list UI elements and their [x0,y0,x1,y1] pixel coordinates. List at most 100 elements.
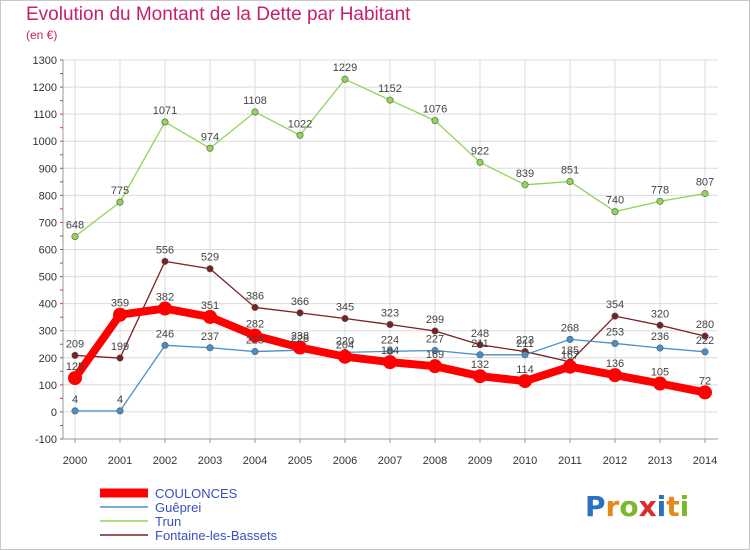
data-point-trun [71,233,79,241]
data-label-gu-prei: 223 [246,335,264,347]
x-tick-label: 2007 [378,455,402,467]
proxiti-logo: Proxiti [585,490,689,523]
x-tick-label: 2009 [468,455,492,467]
x-tick-label: 2004 [243,455,267,467]
legend-label-fontaine-les-bassets: Fontaine-les-Bassets [155,528,278,543]
data-point-trun [566,178,574,186]
logo-letter: P [585,490,606,523]
data-label-trun: 1229 [333,62,357,74]
data-label-fontaine-les-bassets: 323 [381,307,399,319]
data-point-trun [206,144,214,152]
data-label-fontaine-les-bassets: 299 [426,314,444,326]
data-label-trun: 1071 [153,105,177,117]
logo-letter: x [638,490,657,523]
data-point-coulonces [473,369,487,384]
data-point-fontaine-les-bassets [251,303,259,311]
data-point-coulonces [653,376,667,391]
legend-label-coulonces: COULONCES [155,486,238,501]
data-label-fontaine-les-bassets: 386 [246,290,264,302]
data-point-gu-prei [566,335,574,343]
data-point-coulonces [338,349,352,364]
data-label-gu-prei: 222 [696,335,714,347]
data-point-trun [296,131,304,139]
data-point-gu-prei [476,351,484,359]
data-point-fontaine-les-bassets [701,332,709,340]
y-tick-label: -100 [35,434,57,446]
data-point-coulonces [563,359,577,374]
data-point-coulonces [203,309,217,324]
data-point-gu-prei [611,339,619,347]
y-tick-label: 300 [39,326,57,338]
data-label-fontaine-les-bassets: 248 [471,328,489,340]
data-point-trun [611,208,619,216]
x-tick-label: 2005 [288,455,312,467]
data-point-gu-prei [116,407,124,415]
data-point-fontaine-les-bassets [386,320,394,328]
data-point-fontaine-les-bassets [611,312,619,320]
y-tick-label: 600 [39,245,57,257]
data-label-coulonces: 238 [291,330,309,342]
data-label-trun: 839 [516,168,534,180]
data-point-coulonces [248,328,262,343]
data-point-coulonces [698,385,712,400]
y-tick-label: 200 [39,353,57,365]
data-point-coulonces [383,355,397,370]
data-label-gu-prei: 228 [291,333,309,345]
data-label-fontaine-les-bassets: 280 [696,319,714,331]
y-tick-label: 900 [39,163,57,175]
data-label-gu-prei: 4 [72,394,78,406]
data-label-coulonces: 382 [156,292,174,304]
x-tick-label: 2014 [693,455,717,467]
data-label-coulonces: 204 [336,340,354,352]
x-tick-label: 2010 [513,455,537,467]
data-point-coulonces [113,307,127,322]
data-point-gu-prei [521,351,529,359]
data-point-fontaine-les-bassets [116,354,124,362]
data-point-fontaine-les-bassets [161,257,169,265]
y-tick-label: 700 [39,217,57,229]
x-tick-label: 2003 [198,455,222,467]
x-tick-label: 2001 [108,455,132,467]
data-label-fontaine-les-bassets: 345 [336,302,354,314]
data-label-trun: 775 [111,185,129,197]
x-tick-label: 2013 [648,455,672,467]
data-label-trun: 740 [606,195,624,207]
data-label-gu-prei: 211 [471,338,489,350]
data-label-fontaine-les-bassets: 209 [66,338,84,350]
y-tick-label: 0 [51,407,57,419]
logo-letter: i [656,490,667,523]
data-label-gu-prei: 211 [516,338,534,350]
logo-letter: r [605,490,620,523]
y-tick-label: 1000 [33,136,57,148]
data-label-trun: 974 [201,131,219,143]
data-point-fontaine-les-bassets [656,321,664,329]
data-label-fontaine-les-bassets: 529 [201,252,219,264]
y-tick-label: 1200 [33,82,57,94]
y-tick-label: 400 [39,299,57,311]
data-point-coulonces [68,371,82,386]
data-point-gu-prei [431,346,439,354]
y-tick-label: 500 [39,272,57,284]
y-tick-label: 1100 [33,109,57,121]
data-label-coulonces: 132 [471,359,489,371]
logo-letter: i [679,490,690,523]
data-label-trun: 648 [66,220,84,232]
data-label-gu-prei: 268 [561,322,579,334]
data-label-trun: 1108 [243,95,267,107]
data-label-coulonces: 184 [381,345,399,357]
legend-label-trun: Trun [155,514,181,529]
logo-letter: o [619,490,639,523]
data-point-trun [161,118,169,126]
chart-title: Evolution du Montant de la Dette par Hab… [26,4,411,25]
data-point-fontaine-les-bassets [71,351,79,359]
data-point-coulonces [608,368,622,383]
data-point-gu-prei [161,341,169,349]
data-label-trun: 1076 [423,104,447,116]
data-point-trun [386,96,394,104]
x-tick-label: 2000 [63,455,87,467]
data-point-fontaine-les-bassets [341,315,349,323]
chart-unit: (en €) [26,28,58,42]
data-label-coulonces: 359 [111,298,129,310]
